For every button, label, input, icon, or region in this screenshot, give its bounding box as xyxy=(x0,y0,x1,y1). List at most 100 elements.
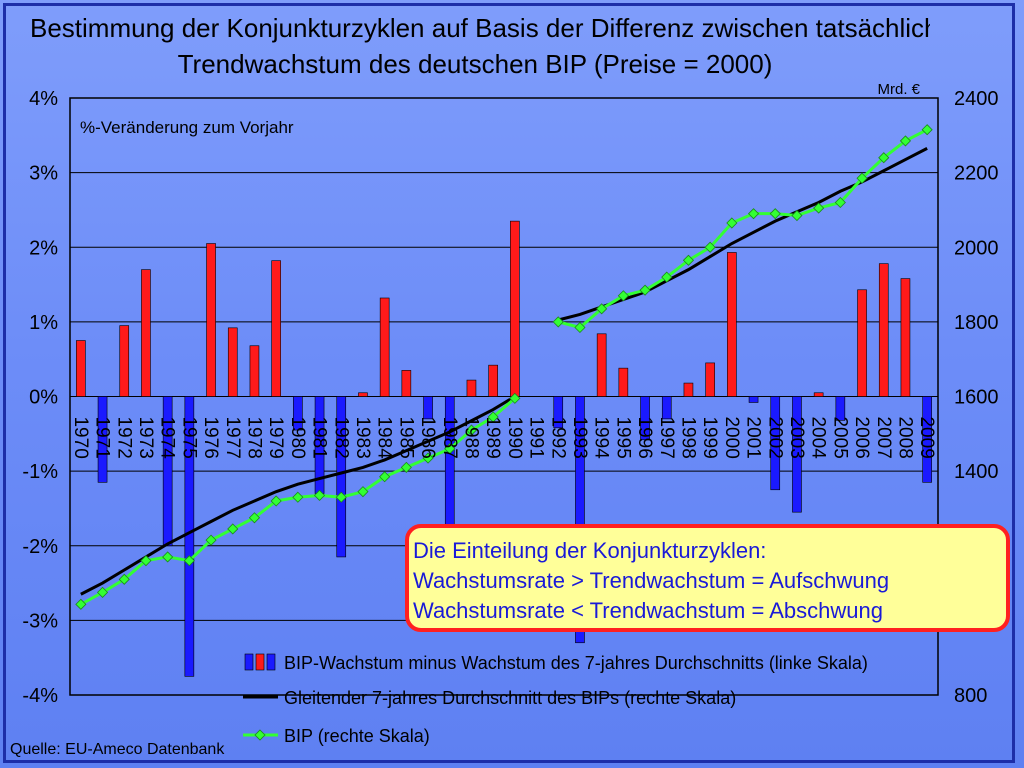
x-tick-label: 1986 xyxy=(417,417,438,459)
gdp-marker xyxy=(596,303,608,315)
bar xyxy=(857,289,867,397)
bar xyxy=(596,333,607,397)
bar xyxy=(97,396,108,483)
legend-swatch-gdp-marker xyxy=(254,729,266,741)
info-line-1: Die Einteilung der Konjunkturzyklen: xyxy=(413,538,767,563)
gdp-marker xyxy=(769,208,781,220)
x-tick-label: 2005 xyxy=(829,417,850,459)
x-tick-label: 1995 xyxy=(612,417,633,459)
bar xyxy=(618,367,629,397)
gdp-marker xyxy=(465,424,478,436)
x-tick-label: 1998 xyxy=(677,417,698,459)
x-tick-label: 2001 xyxy=(743,417,764,459)
gdp-marker xyxy=(791,209,803,222)
left-tick-label: -4% xyxy=(22,685,58,707)
legend-swatch-bar xyxy=(255,653,265,671)
bar xyxy=(510,220,520,397)
x-tick-label: 1989 xyxy=(482,417,503,459)
bar xyxy=(227,327,238,397)
gdp-marker xyxy=(921,124,933,136)
gdp-marker xyxy=(661,271,673,283)
gdp-marker xyxy=(834,196,846,209)
gdp-marker xyxy=(444,443,456,455)
gdp-marker xyxy=(292,491,304,503)
gdp-marker xyxy=(574,321,586,334)
left-tick-label: 4% xyxy=(29,88,58,110)
bar xyxy=(401,370,412,397)
gdp-marker xyxy=(813,202,825,214)
gdp-marker xyxy=(856,172,868,184)
x-tick-label: 1979 xyxy=(265,417,286,459)
left-tick-label: -2% xyxy=(22,536,58,558)
info-box: Die Einteilung der Konjunkturzyklen: Wac… xyxy=(405,524,1010,632)
x-tick-label: 1980 xyxy=(287,417,308,459)
trend-line xyxy=(80,395,516,596)
gdp-marker xyxy=(552,316,564,328)
x-tick-label: 1991 xyxy=(526,417,547,459)
left-tick-label: 3% xyxy=(29,163,58,185)
x-tick-label: 1972 xyxy=(113,417,134,459)
left-tick-label: -3% xyxy=(22,610,58,632)
gdp-marker xyxy=(704,241,716,253)
bar xyxy=(271,260,281,397)
gdp-marker xyxy=(617,290,629,302)
right-axis-ticks: 2400 2200 2000 1800 1600 1400 800 xyxy=(954,88,999,707)
bar xyxy=(878,263,889,397)
left-tick-label: -1% xyxy=(22,461,58,483)
right-axis-unit: Mrd. € xyxy=(877,81,920,98)
bar xyxy=(423,396,433,420)
legend: BIP-Wachstum minus Wachstum des 7-jahres… xyxy=(243,653,868,746)
gdp-marker xyxy=(422,452,434,464)
x-tick-label: 2003 xyxy=(786,417,807,459)
gdp-marker xyxy=(747,208,760,220)
bar xyxy=(813,392,824,397)
gdp-marker xyxy=(75,598,87,610)
x-tick-labels: 1970 1971 1972 1973 1974 1975 1976 1977 1978 1979… xyxy=(70,417,937,460)
gdp-marker xyxy=(726,217,738,229)
x-tick-label: 1975 xyxy=(178,417,199,459)
gdp-line-series xyxy=(75,124,933,610)
right-tick-label: 800 xyxy=(954,685,987,707)
slide-frame xyxy=(3,3,1015,763)
gdp-marker xyxy=(509,392,521,404)
title-line-2: Trendwachstum des deutschen BIP (Preise … xyxy=(177,49,773,79)
bar xyxy=(466,379,477,397)
x-tick-label: 2008 xyxy=(894,417,915,459)
bar xyxy=(835,396,846,421)
bar xyxy=(488,364,498,397)
gdp-marker xyxy=(335,491,347,503)
x-tick-label: 1994 xyxy=(591,417,612,460)
left-tick-label: 1% xyxy=(29,312,58,334)
x-tick-label: 1990 xyxy=(504,417,525,459)
x-tick-label: 1976 xyxy=(200,417,221,459)
x-tick-label: 1970 xyxy=(70,417,91,459)
bar xyxy=(293,396,303,431)
bar-series xyxy=(76,220,932,677)
bar xyxy=(162,396,173,547)
right-tick-label: 1800 xyxy=(954,312,999,334)
gdp-marker xyxy=(96,586,109,598)
x-tick-label: 1996 xyxy=(634,417,655,459)
x-tick-label: 1971 xyxy=(92,417,113,459)
trend-line xyxy=(557,147,928,322)
bar xyxy=(206,243,216,397)
gdp-marker xyxy=(140,555,152,567)
gdp-marker xyxy=(379,471,391,483)
x-tick-label: 1987 xyxy=(439,417,460,459)
right-tick-label: 2000 xyxy=(954,237,999,259)
left-axis-label: %-Veränderung zum Vorjahr xyxy=(80,118,294,137)
x-tick-label: 1988 xyxy=(460,417,481,459)
gdp-marker xyxy=(270,495,282,507)
x-tick-label: 1978 xyxy=(243,417,264,459)
gdp-marker xyxy=(400,461,412,473)
x-tick-label: 2004 xyxy=(808,417,829,460)
gdp-marker xyxy=(487,411,499,423)
bar xyxy=(922,396,932,483)
chart-title: Bestimmung der Konjunkturzyklen auf Basi… xyxy=(10,10,930,90)
x-tick-label: 1981 xyxy=(309,417,330,459)
title-line-1: Bestimmung der Konjunkturzyklen auf Basi… xyxy=(30,13,930,43)
x-tick-label: 2007 xyxy=(873,417,894,459)
bar xyxy=(640,396,650,441)
left-axis-ticks: 4% 3% 2% 1% 0% -1% -2% -3% -4% xyxy=(22,88,58,707)
info-line-3: Wachstumsrate < Trendwachstum = Abschwun… xyxy=(413,598,883,623)
